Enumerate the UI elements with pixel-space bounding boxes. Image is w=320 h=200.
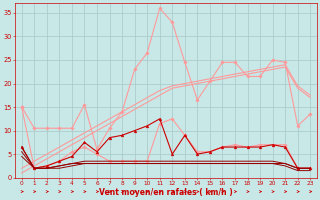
X-axis label: Vent moyen/en rafales ( km/h ): Vent moyen/en rafales ( km/h ) <box>99 188 233 197</box>
